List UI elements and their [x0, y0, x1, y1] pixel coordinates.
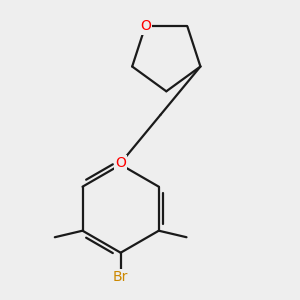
- Text: O: O: [140, 20, 151, 33]
- Text: O: O: [115, 156, 126, 170]
- Text: Br: Br: [113, 270, 128, 284]
